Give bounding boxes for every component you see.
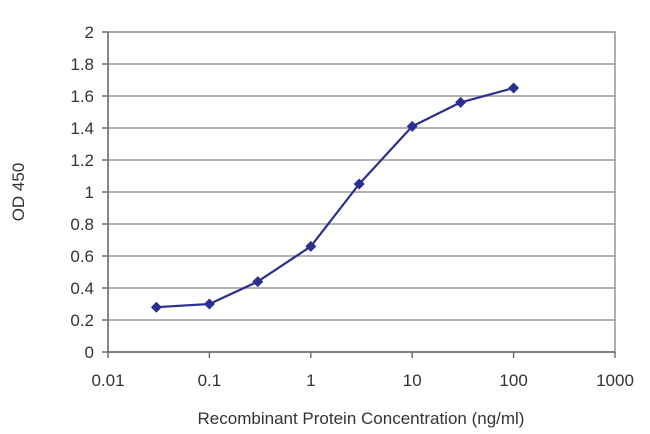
y-tick-label-10: 2 xyxy=(85,23,94,42)
y-tick-label-1: 0.2 xyxy=(70,311,94,330)
data-point-0 xyxy=(150,301,162,313)
y-tick-label-4: 0.8 xyxy=(70,215,94,234)
x-tick-label-5: 1000 xyxy=(596,371,634,390)
y-tick-label-6: 1.2 xyxy=(70,151,94,170)
series-line-0 xyxy=(156,86,514,309)
data-point-7 xyxy=(508,82,520,94)
y-tick-label-9: 1.8 xyxy=(70,55,94,74)
x-tick-label-4: 100 xyxy=(499,371,527,390)
data-point-5 xyxy=(406,120,418,132)
x-tick-label-0: 0.01 xyxy=(91,371,124,390)
x-axis-title: Recombinant Protein Concentration (ng/ml… xyxy=(198,409,525,428)
y-axis-title: OD 450 xyxy=(9,163,28,222)
series-group xyxy=(150,82,520,313)
y-tick-label-0: 0 xyxy=(85,343,94,362)
x-tick-label-3: 10 xyxy=(403,371,422,390)
data-point-4 xyxy=(353,178,365,190)
data-point-1 xyxy=(203,298,215,310)
y-tick-label-5: 1 xyxy=(85,183,94,202)
y-tick-label-7: 1.4 xyxy=(70,119,94,138)
data-point-2 xyxy=(252,276,264,288)
x-axis-ticks: 0.01 0.1 1 10 100 1000 xyxy=(91,352,634,390)
gridlines xyxy=(108,31,615,321)
x-tick-label-2: 1 xyxy=(306,371,315,390)
y-axis-ticks: 0 0.2 0.4 0.6 0.8 1 1.2 1.4 1.6 1.8 2 xyxy=(70,23,108,362)
y-tick-label-3: 0.6 xyxy=(70,247,94,266)
x-tick-label-1: 0.1 xyxy=(198,371,222,390)
y-tick-label-8: 1.6 xyxy=(70,87,94,106)
y-tick-label-2: 0.4 xyxy=(70,279,94,298)
data-point-6 xyxy=(455,96,467,108)
data-point-3 xyxy=(305,240,317,252)
